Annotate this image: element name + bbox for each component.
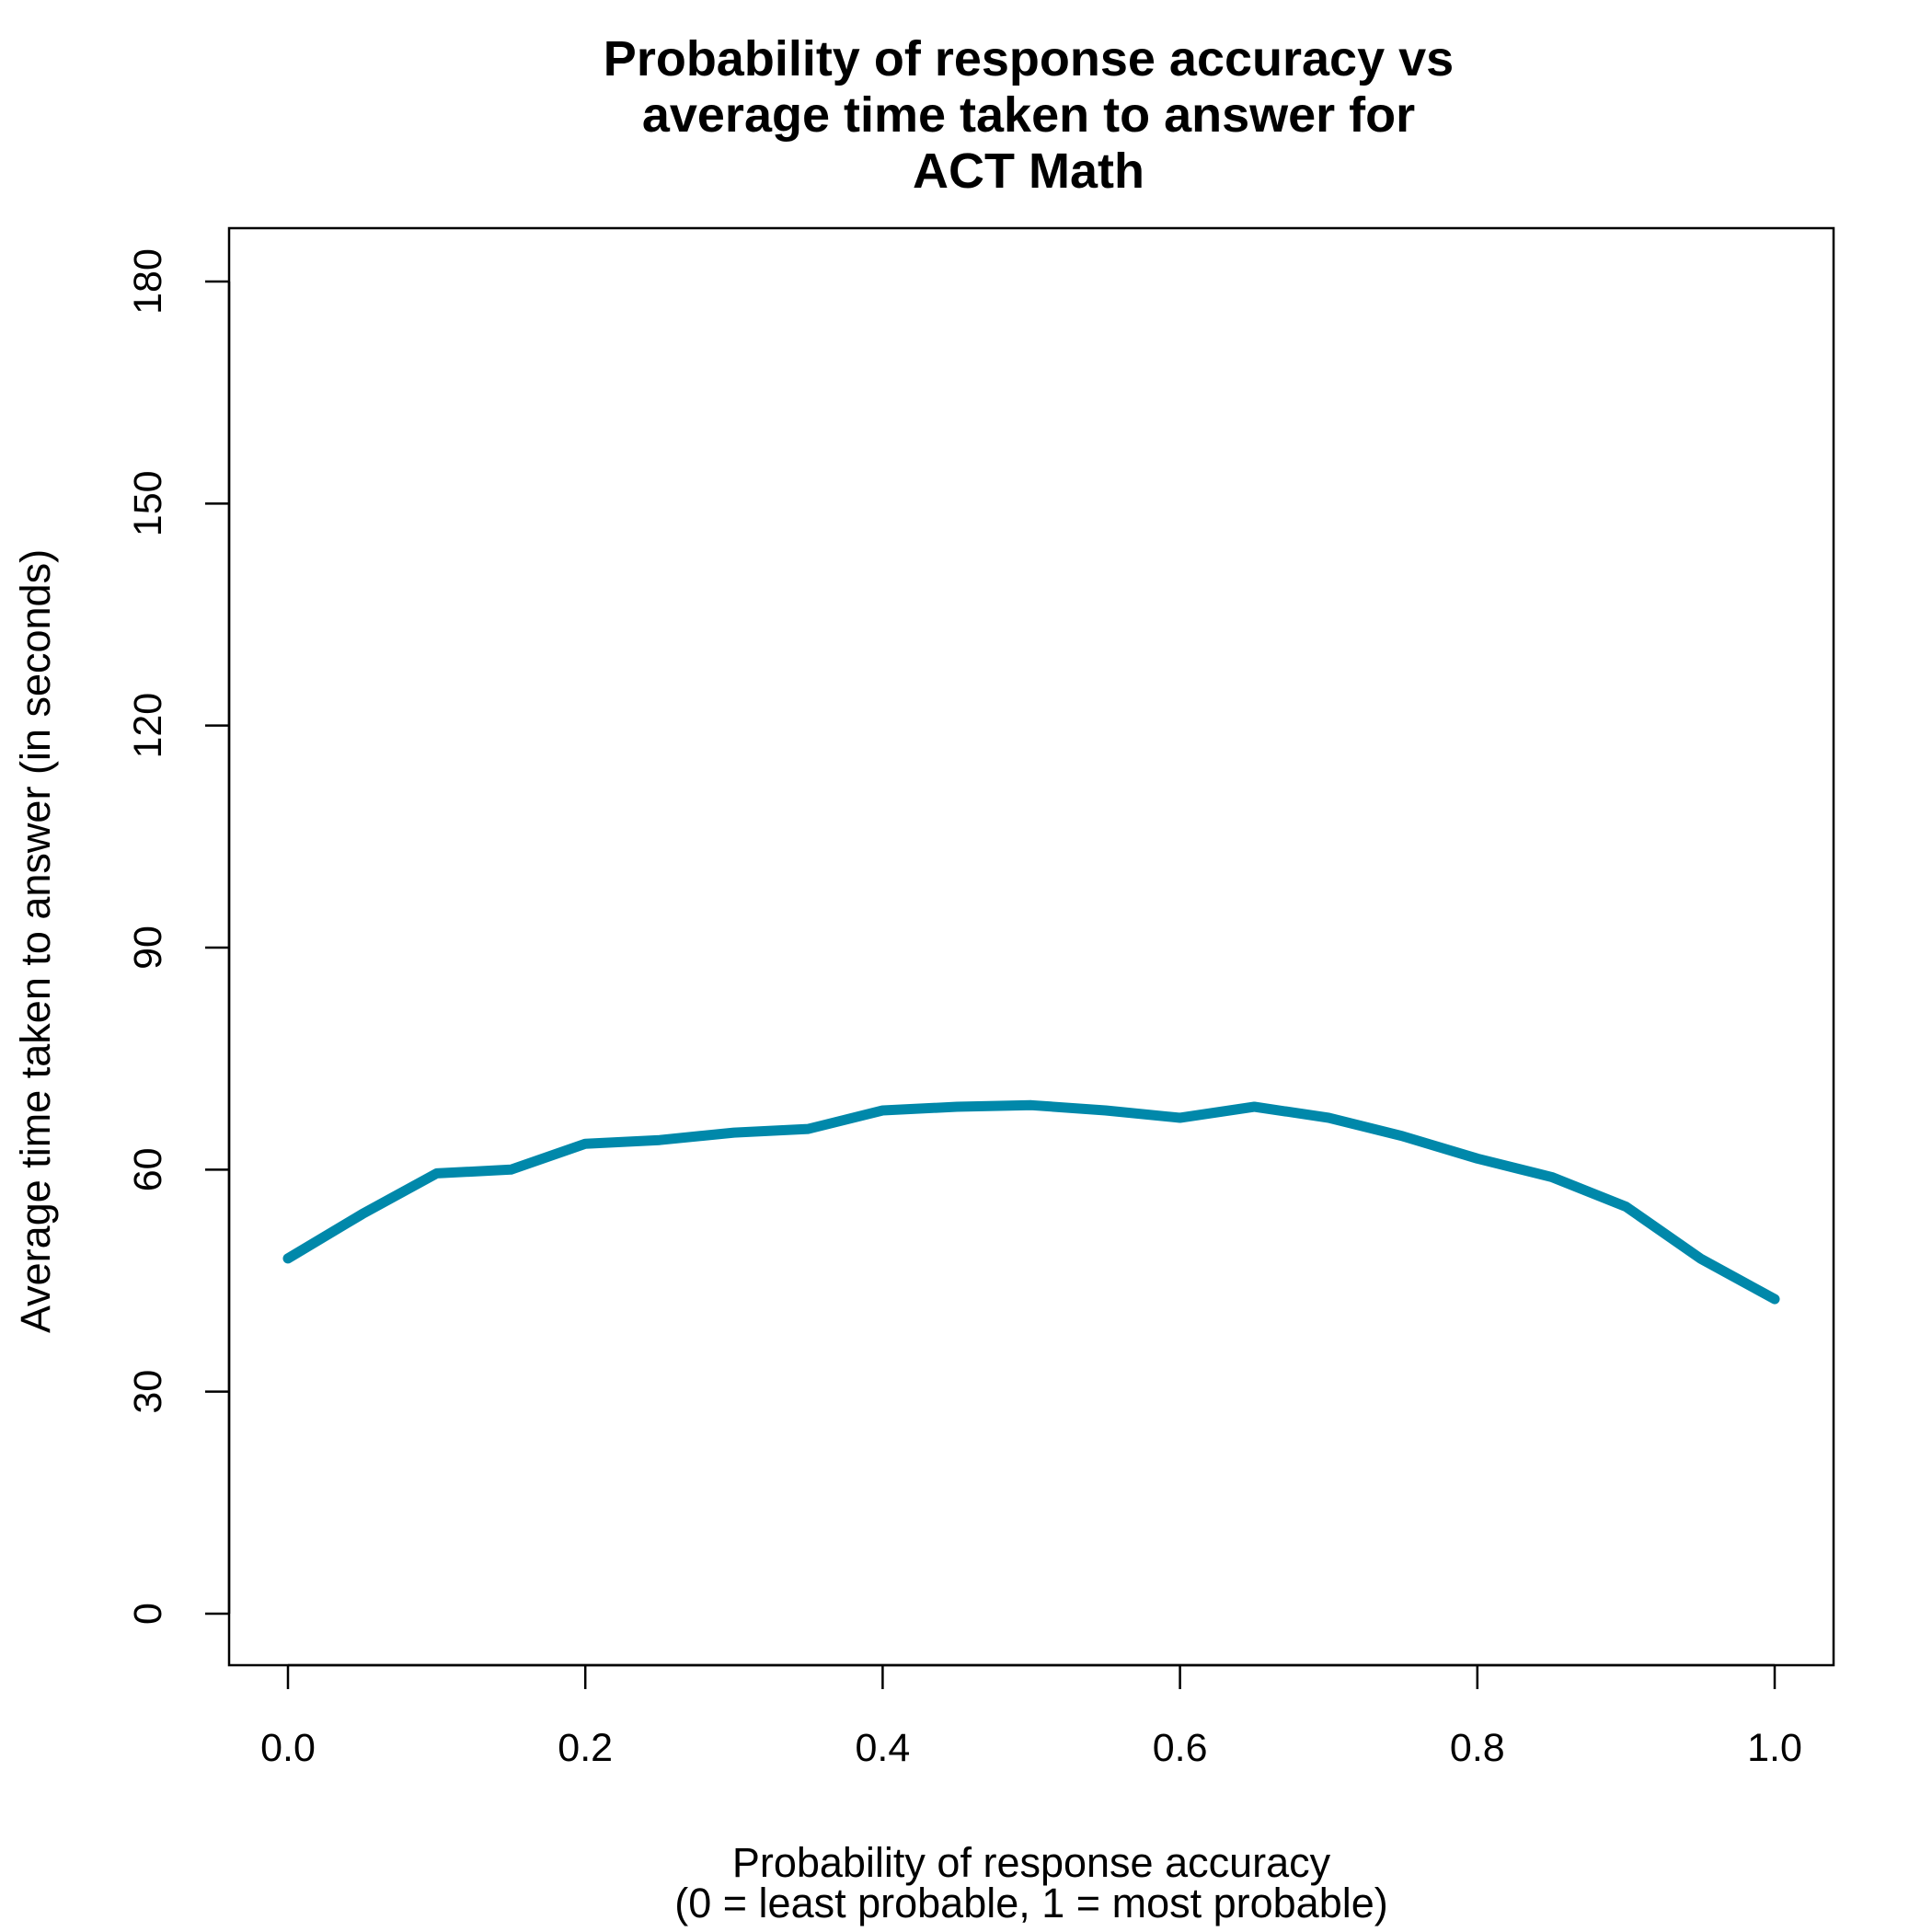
chart-title-line-2: average time taken to answer for: [642, 87, 1415, 143]
x-tick-label: 1.0: [1747, 1726, 1802, 1770]
chart-title-line-1: Probability of response accuracy vs: [604, 31, 1454, 86]
x-axis: 0.0 0.2 0.4 0.6 0.8 1.0: [260, 1663, 1802, 1770]
series-layer: [282, 1099, 1780, 1305]
y-tick-label: 90: [126, 926, 170, 970]
x-tick-label: 0.4: [856, 1726, 911, 1770]
x-tick-label: 0.0: [260, 1726, 316, 1770]
x-tick-label: 0.8: [1450, 1726, 1505, 1770]
series-line: [282, 1099, 1780, 1305]
y-axis: 0 30 60 90 120 150 180: [126, 248, 231, 1625]
x-tick-label: 0.2: [558, 1726, 613, 1770]
y-axis-label: Average time taken to answer (in seconds…: [12, 549, 59, 1333]
y-tick-label: 0: [126, 1603, 170, 1625]
chart-title-line-3: ACT Math: [913, 144, 1144, 199]
y-tick-label: 120: [126, 693, 170, 759]
y-tick-label: 150: [126, 470, 170, 536]
y-tick-label: 180: [126, 248, 170, 315]
y-tick-label: 60: [126, 1147, 170, 1191]
x-tick-label: 0.6: [1153, 1726, 1208, 1770]
plot-frame: [227, 226, 1835, 1667]
y-tick-label: 30: [126, 1370, 170, 1414]
x-axis-label-line-1: Probability of response accuracy: [732, 1839, 1331, 1886]
chart-title: Probability of response accuracy vs aver…: [604, 31, 1454, 199]
x-axis-label-line-2: (0 = least probable, 1 = most probable): [674, 1880, 1387, 1926]
